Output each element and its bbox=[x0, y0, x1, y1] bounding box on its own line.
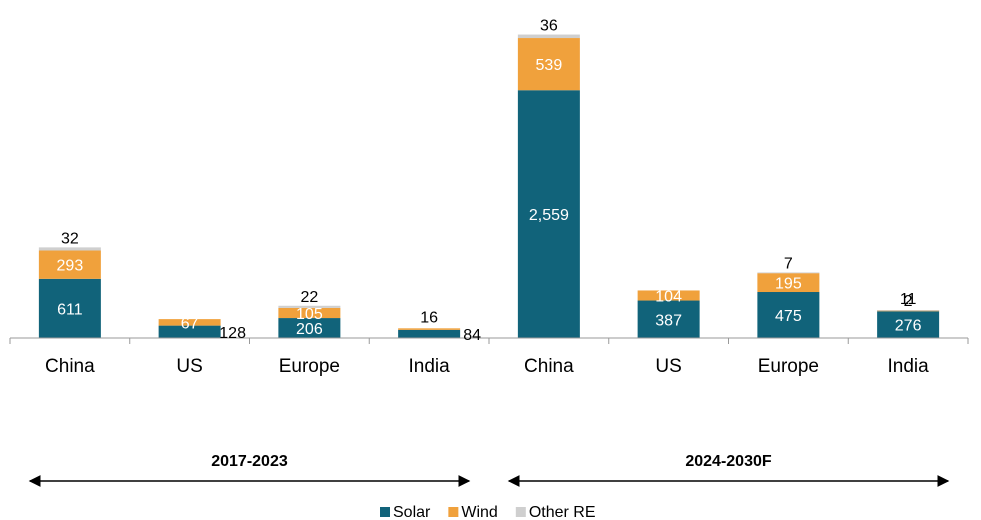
data-label-other-re-6: 7 bbox=[784, 255, 793, 272]
x-tick-label-3: India bbox=[409, 356, 451, 377]
x-axis bbox=[9, 337, 969, 344]
bar-wind-6 bbox=[757, 273, 820, 293]
data-label-wind-4: 539 bbox=[536, 57, 563, 74]
legend-swatch-solar bbox=[380, 507, 390, 517]
data-label-solar-6: 475 bbox=[775, 308, 802, 325]
bar-other-re-0 bbox=[38, 247, 101, 251]
bar-other-re-7 bbox=[877, 310, 940, 311]
data-label-solar-3: 84 bbox=[463, 327, 481, 344]
x-tick-label-0: China bbox=[45, 356, 95, 377]
data-label-wind-0: 293 bbox=[57, 258, 84, 275]
data-label-wind-3: 16 bbox=[420, 309, 438, 326]
data-label-wind-5: 104 bbox=[655, 288, 682, 305]
period-label-0: 2017-2023 bbox=[211, 453, 288, 470]
bar-solar-2 bbox=[278, 318, 341, 338]
data-label-solar-7: 276 bbox=[895, 318, 922, 335]
bar-other-re-6 bbox=[757, 272, 820, 274]
bar-solar-0 bbox=[38, 278, 101, 338]
x-tick-label-6: Europe bbox=[758, 356, 819, 377]
data-label-solar-2: 206 bbox=[296, 321, 323, 338]
bar-wind-2 bbox=[278, 307, 341, 319]
bar-other-re-4 bbox=[517, 34, 580, 39]
x-tick-label-1: US bbox=[176, 356, 202, 377]
period-brackets: 2017-2023 2024-2030F bbox=[28, 453, 950, 487]
legend: Solar Wind Other RE bbox=[380, 504, 596, 520]
legend-label-wind: Wind bbox=[461, 504, 497, 520]
bar-solar-6 bbox=[757, 292, 820, 338]
x-tick-label-7: India bbox=[888, 356, 930, 377]
bar-solar-5 bbox=[637, 300, 700, 338]
legend-label-solar: Solar bbox=[393, 504, 431, 520]
bar-solar-4 bbox=[517, 90, 580, 338]
bar-wind-0 bbox=[38, 250, 101, 279]
x-tick-label-4: China bbox=[524, 356, 574, 377]
bar-other-re-2 bbox=[278, 305, 341, 308]
data-label-solar-1: 128 bbox=[219, 325, 246, 342]
data-label-other-re-0: 32 bbox=[61, 230, 79, 247]
data-label-solar-4: 2,559 bbox=[529, 207, 569, 224]
bars-layer bbox=[38, 34, 940, 338]
bar-wind-3 bbox=[398, 328, 461, 330]
data-label-solar-5: 387 bbox=[655, 312, 682, 329]
data-label-other-re-4: 36 bbox=[540, 18, 558, 35]
bar-wind-5 bbox=[637, 290, 700, 301]
bar-wind-4 bbox=[517, 38, 580, 91]
data-label-other-re-7: 2 bbox=[904, 293, 913, 310]
bar-solar-1 bbox=[158, 325, 221, 338]
data-label-wind-7: 11 bbox=[900, 291, 917, 308]
period-label-1: 2024-2030F bbox=[685, 453, 772, 470]
data-label-wind-2: 105 bbox=[296, 306, 323, 323]
legend-label-other-re: Other RE bbox=[529, 504, 596, 520]
x-tick-label-2: Europe bbox=[279, 356, 340, 377]
x-tick-label-5: US bbox=[655, 356, 681, 377]
legend-swatch-other-re bbox=[515, 507, 526, 517]
bar-wind-1 bbox=[158, 319, 221, 326]
data-label-solar-0: 611 bbox=[57, 301, 83, 318]
data-label-wind-1: 67 bbox=[181, 315, 199, 332]
bar-solar-7 bbox=[877, 311, 940, 338]
bar-solar-3 bbox=[398, 329, 461, 338]
data-label-wind-6: 195 bbox=[775, 276, 802, 293]
legend-swatch-wind bbox=[448, 507, 459, 517]
data-label-other-re-2: 22 bbox=[300, 289, 318, 306]
x-tick-labels: China US Europe India China US Europe India bbox=[45, 356, 929, 377]
